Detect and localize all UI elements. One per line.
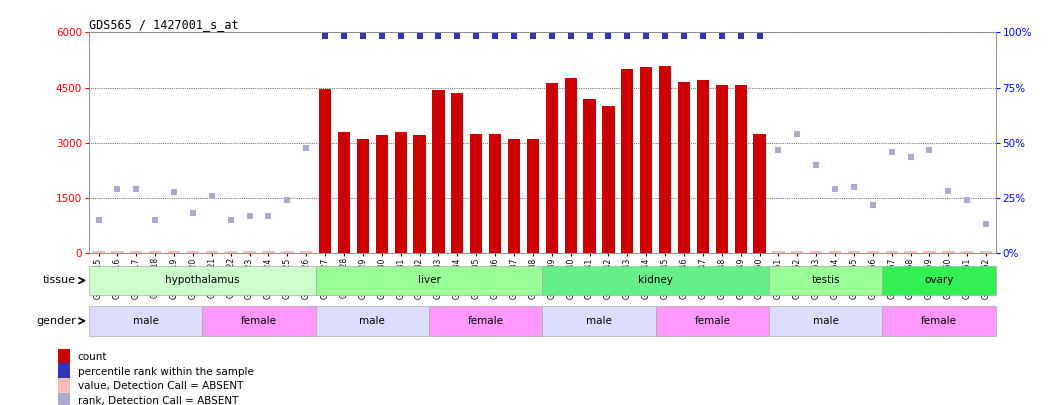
Text: male: male bbox=[812, 316, 838, 326]
Bar bbox=[111, 251, 124, 253]
Bar bbox=[769, 266, 882, 295]
Text: female: female bbox=[695, 316, 730, 326]
Text: rank, Detection Call = ABSENT: rank, Detection Call = ABSENT bbox=[78, 396, 238, 405]
Text: female: female bbox=[467, 316, 504, 326]
Bar bbox=[471, 134, 482, 253]
Bar bbox=[58, 393, 70, 405]
Bar bbox=[565, 78, 576, 253]
Bar bbox=[205, 251, 218, 253]
Bar bbox=[923, 251, 936, 253]
Text: ovary: ovary bbox=[924, 275, 954, 286]
Bar bbox=[433, 90, 444, 253]
Text: female: female bbox=[921, 316, 957, 326]
Bar bbox=[621, 69, 633, 253]
Bar bbox=[452, 93, 463, 253]
Text: testis: testis bbox=[811, 275, 839, 286]
Text: GDS565 / 1427001_s_at: GDS565 / 1427001_s_at bbox=[89, 18, 239, 31]
Bar bbox=[769, 307, 882, 335]
Bar bbox=[187, 251, 199, 253]
Bar bbox=[337, 132, 350, 253]
Bar bbox=[168, 251, 180, 253]
Text: male: male bbox=[133, 316, 158, 326]
Bar bbox=[867, 251, 879, 253]
Bar bbox=[202, 307, 315, 335]
Bar bbox=[546, 83, 558, 253]
Text: kidney: kidney bbox=[638, 275, 673, 286]
Text: liver: liver bbox=[417, 275, 440, 286]
Bar bbox=[640, 67, 652, 253]
Text: male: male bbox=[359, 316, 386, 326]
Bar bbox=[508, 139, 520, 253]
Bar bbox=[584, 99, 595, 253]
Bar bbox=[656, 307, 769, 335]
Bar bbox=[224, 251, 237, 253]
Bar bbox=[882, 266, 996, 295]
Bar bbox=[394, 132, 407, 253]
Bar bbox=[754, 134, 766, 253]
Bar bbox=[603, 106, 614, 253]
Bar bbox=[89, 266, 315, 295]
Bar bbox=[904, 251, 917, 253]
Bar bbox=[659, 66, 671, 253]
Bar bbox=[961, 251, 974, 253]
Bar bbox=[697, 80, 709, 253]
Bar bbox=[810, 251, 823, 253]
Bar bbox=[429, 307, 542, 335]
Bar bbox=[58, 378, 70, 394]
Bar bbox=[315, 266, 542, 295]
Bar bbox=[489, 134, 501, 253]
Text: tissue: tissue bbox=[43, 275, 75, 286]
Bar bbox=[243, 251, 256, 253]
Text: female: female bbox=[241, 316, 277, 326]
Bar bbox=[735, 85, 747, 253]
Bar bbox=[262, 251, 275, 253]
Bar bbox=[58, 349, 70, 365]
Bar bbox=[414, 135, 425, 253]
Bar bbox=[130, 251, 143, 253]
Bar bbox=[716, 85, 728, 253]
Bar bbox=[678, 82, 691, 253]
Bar bbox=[300, 251, 312, 253]
Bar bbox=[356, 139, 369, 253]
Bar bbox=[882, 307, 996, 335]
Bar bbox=[848, 251, 860, 253]
Text: count: count bbox=[78, 352, 107, 362]
Bar bbox=[319, 90, 331, 253]
Bar bbox=[791, 251, 804, 253]
Bar bbox=[149, 251, 161, 253]
Bar bbox=[542, 266, 769, 295]
Bar bbox=[281, 251, 293, 253]
Text: male: male bbox=[586, 316, 612, 326]
Bar bbox=[527, 139, 539, 253]
Bar bbox=[92, 251, 105, 253]
Bar bbox=[89, 307, 202, 335]
Bar bbox=[886, 251, 898, 253]
Text: value, Detection Call = ABSENT: value, Detection Call = ABSENT bbox=[78, 381, 243, 391]
Bar bbox=[829, 251, 842, 253]
Bar bbox=[375, 135, 388, 253]
Text: gender: gender bbox=[36, 316, 75, 326]
Bar bbox=[942, 251, 955, 253]
Bar bbox=[772, 251, 785, 253]
Bar bbox=[980, 251, 992, 253]
Text: percentile rank within the sample: percentile rank within the sample bbox=[78, 367, 254, 377]
Text: hypothalamus: hypothalamus bbox=[166, 275, 240, 286]
Bar bbox=[58, 363, 70, 380]
Bar bbox=[542, 307, 656, 335]
Bar bbox=[315, 307, 429, 335]
